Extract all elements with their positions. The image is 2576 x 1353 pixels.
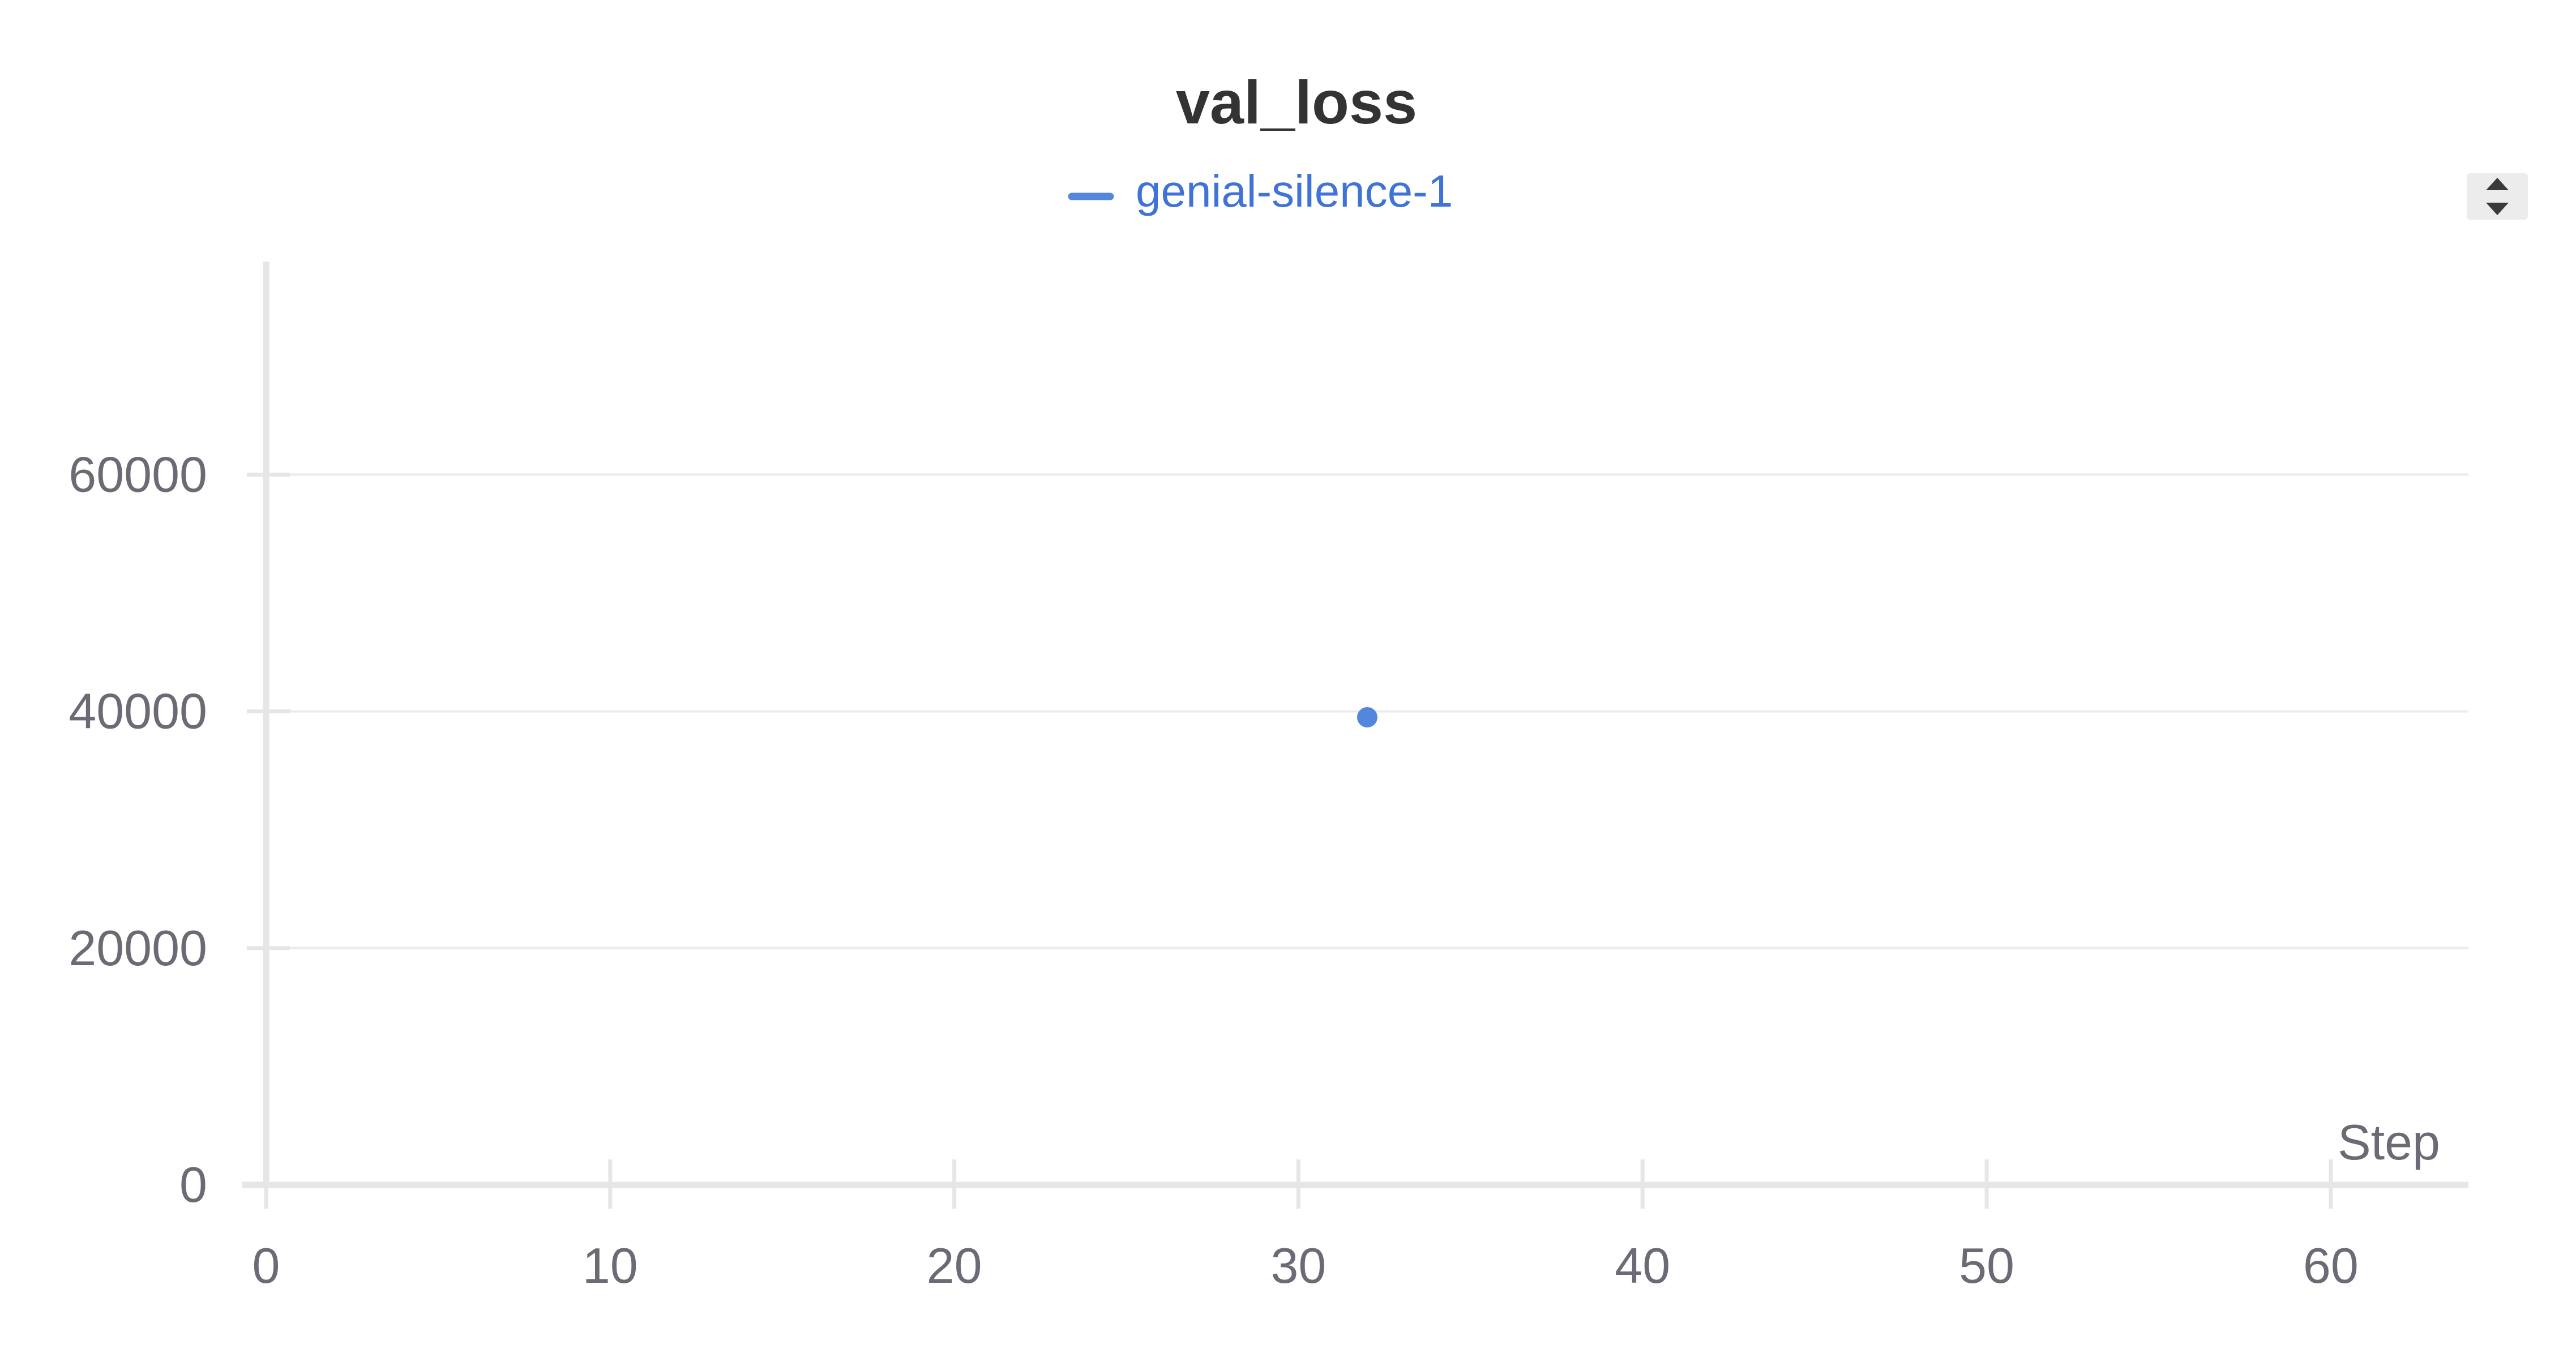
sort-control[interactable] [2467,173,2528,220]
legend[interactable]: genial-silence-1 [1068,166,1453,216]
x-tick-label: 20 [927,1238,982,1294]
x-tick-label: 30 [1270,1238,1326,1294]
data-points [1357,707,1377,728]
y-tick-label: 20000 [69,920,207,976]
x-tick-label: 10 [583,1238,638,1294]
data-point [1357,707,1377,728]
x-axis-label: Step [2338,1114,2440,1170]
x-tick-label: 40 [1615,1238,1670,1294]
legend-label[interactable]: genial-silence-1 [1136,166,1453,216]
x-tick-labels: 0 10 20 30 40 50 60 [253,1238,2359,1294]
y-tick-label: 40000 [69,683,207,739]
y-tick-label: 60000 [69,446,207,502]
x-tick-label: 60 [2303,1238,2359,1294]
axes [242,262,2468,1209]
x-tick-label: 0 [253,1238,280,1294]
x-tick-label: 50 [1959,1238,2014,1294]
y-tick-label: 0 [179,1157,207,1213]
y-tick-labels: 0 20000 40000 60000 [69,446,207,1213]
chart-title: val_loss [1176,68,1417,136]
sort-control-background[interactable] [2467,173,2528,220]
sort-updown-icon[interactable] [2486,178,2509,215]
